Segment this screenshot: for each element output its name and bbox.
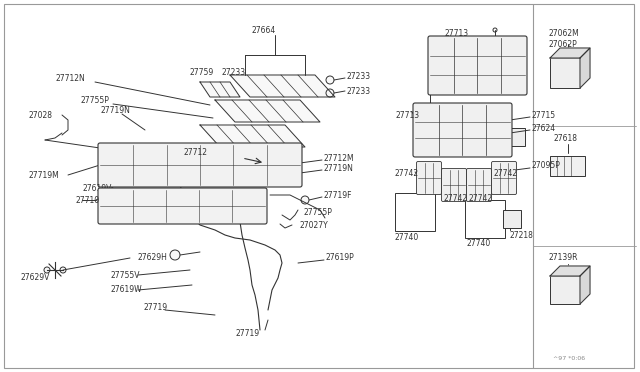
- Text: 27719M: 27719M: [28, 170, 59, 180]
- Text: 27740: 27740: [395, 232, 419, 241]
- Text: 27233: 27233: [347, 71, 371, 80]
- FancyBboxPatch shape: [467, 169, 492, 202]
- Text: 27624: 27624: [532, 124, 556, 132]
- Text: 27742: 27742: [469, 193, 493, 202]
- Text: 27719: 27719: [143, 304, 167, 312]
- Bar: [550, 276, 580, 304]
- Polygon shape: [230, 75, 335, 97]
- Text: 27712N: 27712N: [55, 74, 84, 83]
- FancyBboxPatch shape: [98, 188, 267, 224]
- FancyBboxPatch shape: [413, 103, 512, 157]
- Polygon shape: [580, 266, 590, 304]
- Text: 27139R: 27139R: [549, 253, 579, 263]
- Text: 27742: 27742: [494, 169, 518, 177]
- Bar: [550, 156, 585, 176]
- Text: ^97 *0:06: ^97 *0:06: [553, 356, 585, 360]
- FancyBboxPatch shape: [98, 143, 302, 187]
- Text: 27719F: 27719F: [324, 190, 353, 199]
- Text: 27618: 27618: [554, 134, 578, 142]
- Text: 27062P: 27062P: [549, 39, 578, 48]
- Text: 27712: 27712: [183, 148, 207, 157]
- Bar: [505, 128, 525, 146]
- Circle shape: [60, 267, 66, 273]
- Text: 27619V: 27619V: [82, 183, 111, 192]
- Polygon shape: [550, 48, 590, 58]
- Text: 27027Y: 27027Y: [300, 221, 329, 230]
- Text: 27755P: 27755P: [80, 96, 109, 105]
- Text: 27755P: 27755P: [304, 208, 333, 217]
- Text: 27095P: 27095P: [532, 160, 561, 170]
- Text: 27664: 27664: [252, 26, 276, 35]
- Bar: [550, 58, 580, 88]
- Text: 27619P: 27619P: [326, 253, 355, 263]
- Text: 27715: 27715: [532, 110, 556, 119]
- Text: 27619W: 27619W: [110, 285, 141, 295]
- Circle shape: [170, 250, 180, 260]
- Polygon shape: [215, 100, 320, 122]
- FancyBboxPatch shape: [492, 161, 516, 195]
- Text: 27713: 27713: [396, 110, 420, 119]
- FancyBboxPatch shape: [442, 169, 467, 202]
- Bar: [503, 210, 521, 228]
- Text: 27719N: 27719N: [324, 164, 354, 173]
- Polygon shape: [580, 48, 590, 88]
- Text: 27742: 27742: [444, 193, 468, 202]
- Text: 27028: 27028: [28, 110, 52, 119]
- Text: 27233: 27233: [347, 87, 371, 96]
- Text: 27218: 27218: [510, 231, 534, 240]
- Text: 27629V: 27629V: [20, 273, 49, 282]
- Text: 27629H: 27629H: [138, 253, 168, 263]
- Bar: [395, 193, 435, 231]
- Circle shape: [326, 76, 334, 84]
- Text: 27740: 27740: [467, 240, 492, 248]
- Polygon shape: [200, 82, 240, 97]
- Polygon shape: [550, 266, 590, 276]
- Text: 27712M: 27712M: [324, 154, 355, 163]
- Circle shape: [301, 196, 309, 204]
- Circle shape: [44, 267, 50, 273]
- Text: 27742: 27742: [395, 169, 419, 177]
- Text: 27233: 27233: [222, 67, 246, 77]
- Text: 27719: 27719: [236, 330, 260, 339]
- Text: 27719N: 27719N: [100, 106, 130, 115]
- Polygon shape: [200, 125, 305, 147]
- Text: 27759: 27759: [190, 67, 214, 77]
- Bar: [465, 200, 505, 238]
- Text: 27755V: 27755V: [110, 270, 140, 279]
- Text: 27713: 27713: [445, 29, 469, 38]
- Text: 27710: 27710: [75, 196, 99, 205]
- Text: 27062M: 27062M: [549, 29, 580, 38]
- FancyBboxPatch shape: [428, 36, 527, 95]
- FancyBboxPatch shape: [417, 161, 442, 195]
- Circle shape: [326, 89, 334, 97]
